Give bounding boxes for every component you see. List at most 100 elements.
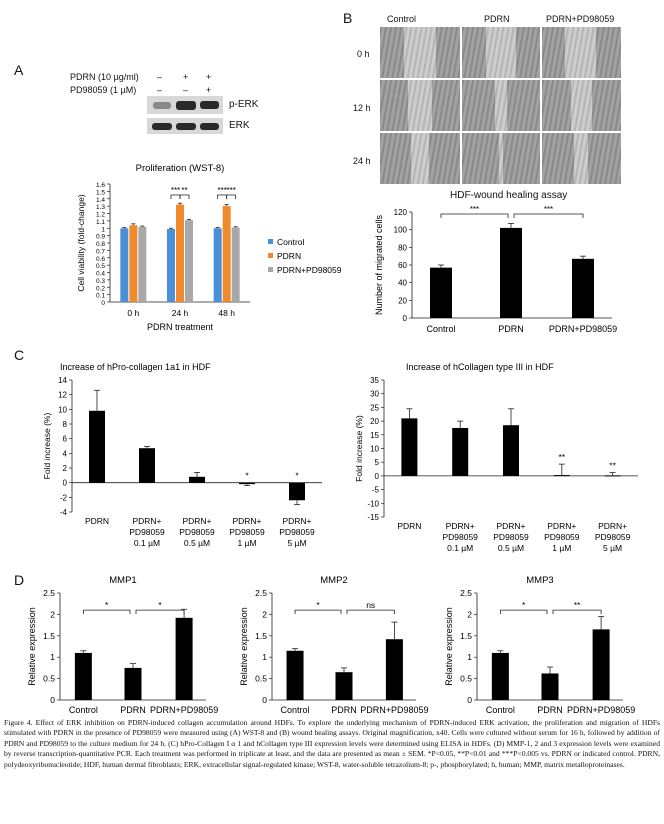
wound-row-label: 12 h bbox=[353, 103, 371, 113]
y-tick-label: 0.5 bbox=[43, 674, 55, 684]
bar bbox=[89, 410, 105, 483]
y-tick-label: -4 bbox=[60, 508, 68, 517]
blot-mark: – bbox=[157, 85, 163, 95]
x-tick-label: 1 µM bbox=[237, 538, 256, 548]
x-tick-label: PDRN bbox=[397, 521, 421, 531]
y-tick-label: 1.5 bbox=[43, 631, 55, 641]
x-tick-label: PD98059 bbox=[179, 527, 215, 537]
x-tick-label: 0.1 µM bbox=[134, 538, 160, 548]
blot-mark: – bbox=[157, 72, 163, 82]
significance-label: * bbox=[295, 471, 299, 481]
significance-bracket bbox=[82, 609, 131, 615]
wound-row-label: 24 h bbox=[353, 156, 371, 166]
wound-assay-title: HDF-wound healing assay bbox=[450, 190, 568, 201]
figure-charts: Proliferation (WST-8)00.10.20.30.40.50.6… bbox=[27, 163, 638, 715]
x-tick-label: 5 µM bbox=[603, 543, 622, 553]
y-tick-label: 12 bbox=[58, 391, 67, 400]
bar bbox=[189, 476, 205, 483]
y-tick-label: 1.6 bbox=[96, 182, 105, 189]
significance-bracket bbox=[499, 609, 548, 615]
bar bbox=[185, 220, 193, 302]
wound-image bbox=[542, 27, 621, 78]
blot-band bbox=[152, 123, 172, 130]
legend-label: Control bbox=[277, 237, 305, 247]
y-tick-label: 1.3 bbox=[96, 204, 105, 211]
x-tick-label: PDRN bbox=[498, 324, 524, 334]
bar bbox=[541, 673, 559, 700]
x-tick-label: 1 µM bbox=[552, 543, 571, 553]
x-tick-label: PDRN+ bbox=[547, 521, 576, 531]
y-tick-label: 0.4 bbox=[96, 271, 105, 278]
significance-label: *** bbox=[470, 205, 479, 214]
significance-label: * bbox=[158, 600, 162, 610]
significance-bracket bbox=[552, 609, 602, 615]
x-tick-label: PDRN+PD98059 bbox=[150, 705, 218, 715]
blot-mark: + bbox=[183, 72, 189, 82]
x-tick-label: PDRN bbox=[120, 705, 146, 715]
bar bbox=[167, 228, 175, 302]
significance-label: * bbox=[522, 600, 526, 610]
x-tick-label: Control bbox=[426, 324, 455, 334]
y-axis-label: Fold increase (%) bbox=[42, 413, 52, 480]
y-tick-label: 0.9 bbox=[96, 234, 105, 241]
blot-ERK-strip bbox=[147, 118, 223, 134]
y-tick-label: 0 bbox=[467, 695, 472, 705]
x-tick-label: 0.5 µM bbox=[184, 538, 210, 548]
y-tick-label: 2 bbox=[262, 609, 267, 619]
bar bbox=[124, 667, 142, 700]
panel-letter-b: B bbox=[343, 10, 353, 26]
significance-bracket bbox=[440, 213, 509, 218]
legend-label: PDRN bbox=[277, 251, 301, 261]
x-axis-label: PDRN treatment bbox=[147, 322, 214, 332]
bar bbox=[335, 672, 353, 700]
y-tick-label: 1.4 bbox=[96, 197, 105, 204]
wound-image bbox=[462, 27, 540, 78]
significance-label: *** bbox=[217, 186, 226, 195]
wound-image bbox=[542, 133, 621, 184]
bar bbox=[138, 226, 147, 302]
blot-pERK-strip bbox=[147, 96, 223, 114]
y-tick-label: 0.3 bbox=[96, 278, 105, 285]
significance-label: *** bbox=[171, 186, 180, 195]
y-tick-label: 1 bbox=[262, 652, 267, 662]
x-tick-label: PDRN+PD98059 bbox=[567, 705, 635, 715]
legend-swatch bbox=[268, 239, 273, 244]
significance-bracket bbox=[226, 194, 237, 199]
y-tick-label: 0.8 bbox=[96, 241, 105, 248]
panel-letter-a: A bbox=[14, 62, 24, 78]
x-tick-label: PD98059 bbox=[493, 532, 529, 542]
bar bbox=[604, 475, 621, 477]
significance-label: ns bbox=[366, 600, 375, 610]
x-tick-label: PD98059 bbox=[442, 532, 478, 542]
blot-pdrn-label: PDRN (10 µg/ml) bbox=[70, 72, 139, 82]
x-tick-label: PDRN+PD98059 bbox=[360, 705, 428, 715]
bar bbox=[239, 482, 255, 485]
x-tick-label: PDRN+ bbox=[598, 521, 627, 531]
y-tick-label: 1 bbox=[467, 652, 472, 662]
significance-bracket bbox=[294, 609, 342, 615]
x-tick-label: Control bbox=[69, 705, 98, 715]
blot-ERK-label: ERK bbox=[229, 120, 250, 131]
y-tick-label: 8 bbox=[63, 420, 68, 429]
x-tick-label: 0 h bbox=[127, 308, 139, 318]
blot-mark: + bbox=[206, 72, 212, 82]
significance-label: ** bbox=[574, 600, 581, 610]
x-tick-label: PDRN bbox=[331, 705, 357, 715]
significance-bracket bbox=[135, 609, 185, 615]
bar bbox=[500, 227, 522, 318]
y-tick-label: 30 bbox=[370, 390, 379, 399]
y-tick-label: 1.5 bbox=[460, 631, 472, 641]
x-tick-label: PDRN bbox=[85, 516, 109, 526]
y-tick-label: 2 bbox=[63, 464, 68, 473]
y-tick-label: 0.5 bbox=[460, 674, 472, 684]
bar bbox=[553, 475, 570, 477]
y-tick-label: 0 bbox=[63, 479, 68, 488]
blot-band bbox=[200, 123, 219, 130]
wound-image bbox=[462, 133, 540, 184]
legend-swatch bbox=[268, 267, 273, 272]
y-tick-label: 1.5 bbox=[96, 189, 105, 196]
significance-bracket bbox=[217, 194, 228, 199]
y-tick-label: 20 bbox=[370, 417, 379, 426]
bar bbox=[286, 650, 304, 700]
panel-letter-c: C bbox=[14, 347, 25, 363]
